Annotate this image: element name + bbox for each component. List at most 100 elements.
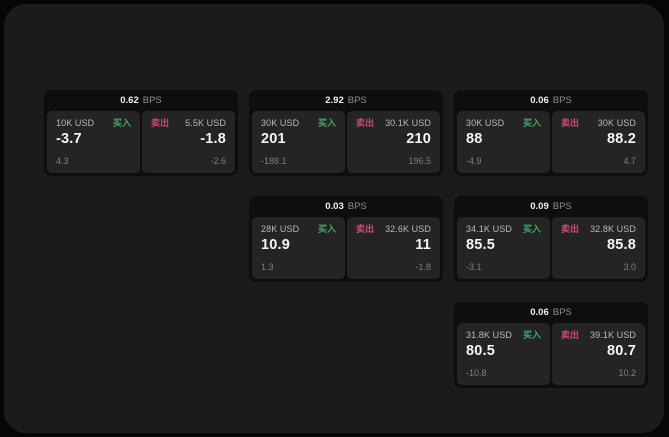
quote-card: 0.62 BPS 10K USD 买入 -3.7 4.3 卖出 5.5K USD…: [44, 90, 238, 176]
sell-sub-value: 196.5: [408, 156, 431, 166]
sell-cell[interactable]: 卖出 32.8K USD 85.8 3.0: [552, 217, 645, 279]
buy-cell[interactable]: 30K USD 买入 201 -188.1: [252, 111, 345, 173]
buy-price: 10.9: [261, 237, 291, 253]
sell-sub-value: 4.7: [623, 156, 636, 166]
quote-card: 0.03 BPS 28K USD 买入 10.9 1.3 卖出 32.6K US…: [249, 196, 443, 282]
buy-cell-top: 30K USD 买入: [261, 119, 336, 128]
sell-amount: 30.1K USD: [385, 118, 431, 128]
sell-price: -1.8: [200, 131, 226, 147]
bps-unit-label: BPS: [347, 200, 367, 212]
sell-price: 85.8: [606, 237, 636, 253]
buy-side-label: 买入: [317, 224, 336, 234]
sell-cell[interactable]: 卖出 30.1K USD 210 196.5: [347, 111, 440, 173]
buy-sub-value: 1.3: [261, 262, 274, 272]
bps-value: 0.06: [530, 306, 549, 318]
sell-sub-value: 10.2: [618, 368, 636, 378]
buy-cell[interactable]: 10K USD 买入 -3.7 4.3: [47, 111, 140, 173]
bps-unit-label: BPS: [347, 94, 367, 106]
buy-cell-top: 30K USD 买入: [466, 119, 541, 128]
sell-side-label: 卖出: [561, 118, 580, 128]
card-header: 0.06 BPS: [454, 302, 648, 323]
sell-cell[interactable]: 卖出 39.1K USD 80.7 10.2: [552, 323, 645, 385]
quote-card: 0.06 BPS 31.8K USD 买入 80.5 -10.8 卖出 39.1…: [454, 302, 648, 388]
bps-value: 0.06: [530, 94, 549, 106]
buy-price: -3.7: [56, 131, 82, 147]
sell-amount: 30K USD: [597, 118, 636, 128]
buy-amount: 31.8K USD: [466, 330, 512, 340]
buy-cell-top: 34.1K USD 买入: [466, 225, 541, 234]
buy-amount: 28K USD: [261, 224, 300, 234]
buy-sub-value: -3.1: [466, 262, 482, 272]
sell-cell-top: 卖出 30.1K USD: [356, 119, 431, 128]
sell-sub-value: -1.8: [415, 262, 431, 272]
sell-cell-top: 卖出 32.8K USD: [561, 225, 636, 234]
card-body: 28K USD 买入 10.9 1.3 卖出 32.6K USD 11 -1.8: [249, 217, 443, 282]
bps-unit-label: BPS: [552, 306, 572, 318]
bps-unit-label: BPS: [142, 94, 162, 106]
card-header: 0.09 BPS: [454, 196, 648, 217]
sell-side-label: 卖出: [151, 118, 170, 128]
buy-amount: 30K USD: [261, 118, 300, 128]
sell-cell-top: 卖出 32.6K USD: [356, 225, 431, 234]
buy-side-label: 买入: [317, 118, 336, 128]
sell-price: 80.7: [606, 343, 636, 359]
sell-cell-top: 卖出 39.1K USD: [561, 331, 636, 340]
buy-sub-value: -188.1: [261, 156, 287, 166]
quote-card: 0.09 BPS 34.1K USD 买入 85.5 -3.1 卖出 32.8K…: [454, 196, 648, 282]
card-body: 31.8K USD 买入 80.5 -10.8 卖出 39.1K USD 80.…: [454, 323, 648, 388]
buy-cell[interactable]: 28K USD 买入 10.9 1.3: [252, 217, 345, 279]
bps-value: 0.09: [530, 200, 549, 212]
sell-cell[interactable]: 卖出 30K USD 88.2 4.7: [552, 111, 645, 173]
buy-cell[interactable]: 30K USD 买入 88 -4.9: [457, 111, 550, 173]
quote-card-grid: 0.62 BPS 10K USD 买入 -3.7 4.3 卖出 5.5K USD…: [44, 90, 648, 388]
buy-amount: 10K USD: [56, 118, 95, 128]
card-body: 30K USD 买入 201 -188.1 卖出 30.1K USD 210 1…: [249, 111, 443, 176]
sell-price: 88.2: [606, 131, 636, 147]
buy-sub-value: -4.9: [466, 156, 482, 166]
card-body: 10K USD 买入 -3.7 4.3 卖出 5.5K USD -1.8 -2.…: [44, 111, 238, 176]
buy-sub-value: -10.8: [466, 368, 487, 378]
sell-price: 210: [406, 131, 431, 147]
sell-cell[interactable]: 卖出 32.6K USD 11 -1.8: [347, 217, 440, 279]
sell-sub-value: -2.6: [210, 156, 226, 166]
buy-price: 80.5: [466, 343, 496, 359]
card-header: 0.62 BPS: [44, 90, 238, 111]
buy-price: 85.5: [466, 237, 496, 253]
bps-unit-label: BPS: [552, 200, 572, 212]
buy-side-label: 买入: [112, 118, 131, 128]
buy-amount: 34.1K USD: [466, 224, 512, 234]
sell-cell[interactable]: 卖出 5.5K USD -1.8 -2.6: [142, 111, 235, 173]
sell-amount: 32.8K USD: [590, 224, 636, 234]
buy-side-label: 买入: [522, 224, 541, 234]
card-body: 30K USD 买入 88 -4.9 卖出 30K USD 88.2 4.7: [454, 111, 648, 176]
quote-board-panel: 0.62 BPS 10K USD 买入 -3.7 4.3 卖出 5.5K USD…: [4, 4, 664, 433]
sell-side-label: 卖出: [561, 330, 580, 340]
quote-card: 0.06 BPS 30K USD 买入 88 -4.9 卖出 30K USD 8…: [454, 90, 648, 176]
buy-sub-value: 4.3: [56, 156, 69, 166]
sell-side-label: 卖出: [561, 224, 580, 234]
card-header: 0.03 BPS: [249, 196, 443, 217]
bps-value: 0.62: [120, 94, 139, 106]
buy-price: 88: [466, 131, 483, 147]
bps-value: 0.03: [325, 200, 344, 212]
sell-side-label: 卖出: [356, 118, 375, 128]
buy-side-label: 买入: [522, 330, 541, 340]
bps-value: 2.92: [325, 94, 344, 106]
sell-cell-top: 卖出 30K USD: [561, 119, 636, 128]
bps-unit-label: BPS: [552, 94, 572, 106]
quote-card: 2.92 BPS 30K USD 买入 201 -188.1 卖出 30.1K …: [249, 90, 443, 176]
sell-price: 11: [415, 237, 431, 253]
card-body: 34.1K USD 买入 85.5 -3.1 卖出 32.8K USD 85.8…: [454, 217, 648, 282]
sell-amount: 39.1K USD: [590, 330, 636, 340]
buy-cell[interactable]: 31.8K USD 买入 80.5 -10.8: [457, 323, 550, 385]
buy-cell-top: 28K USD 买入: [261, 225, 336, 234]
card-header: 0.06 BPS: [454, 90, 648, 111]
buy-amount: 30K USD: [466, 118, 505, 128]
buy-price: 201: [261, 131, 286, 147]
sell-sub-value: 3.0: [623, 262, 636, 272]
buy-side-label: 买入: [522, 118, 541, 128]
sell-side-label: 卖出: [356, 224, 375, 234]
sell-amount: 32.6K USD: [385, 224, 431, 234]
buy-cell[interactable]: 34.1K USD 买入 85.5 -3.1: [457, 217, 550, 279]
